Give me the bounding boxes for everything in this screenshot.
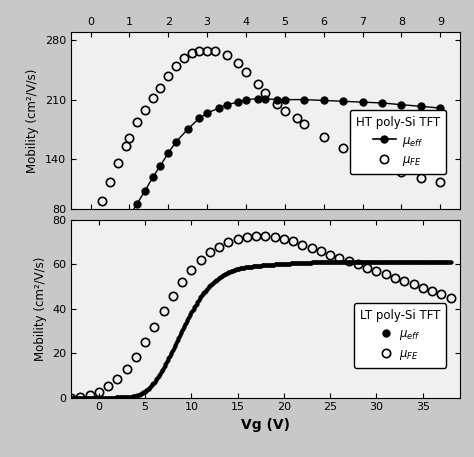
Y-axis label: Mobility (cm²/V/s): Mobility (cm²/V/s) xyxy=(34,257,46,361)
Legend: $\mu_{eff}$, $\mu_{FE}$: $\mu_{eff}$, $\mu_{FE}$ xyxy=(354,303,446,367)
Legend: $\mu_{eff}$, $\mu_{FE}$: $\mu_{eff}$, $\mu_{FE}$ xyxy=(350,110,446,174)
X-axis label: Vg (V): Vg (V) xyxy=(241,418,290,432)
Y-axis label: Mobility (cm²/V/s): Mobility (cm²/V/s) xyxy=(27,69,39,173)
